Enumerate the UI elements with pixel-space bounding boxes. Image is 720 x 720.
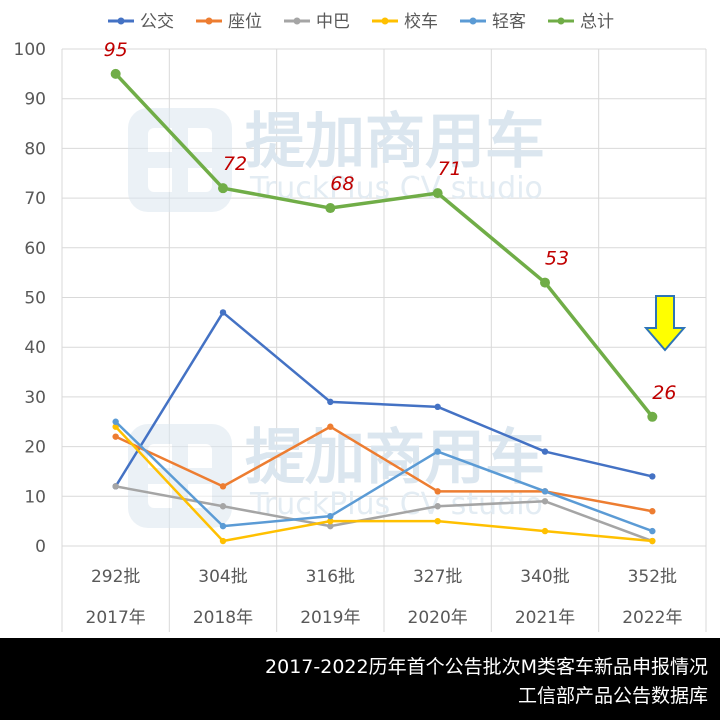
data-label: 53 <box>545 248 569 270</box>
legend-marker <box>293 17 301 25</box>
data-point <box>649 527 656 535</box>
down-arrow-icon <box>643 295 687 352</box>
y-tick-label: 50 <box>24 289 46 309</box>
x-tick-label: 340批 <box>520 567 569 587</box>
data-point <box>327 512 334 520</box>
data-point <box>327 522 334 530</box>
y-tick-label: 60 <box>24 239 46 259</box>
line-chart: 提加商用车 TruckPlus CV studio 提加商用车 TruckPlu… <box>14 12 707 632</box>
data-point <box>219 503 227 510</box>
data-point <box>112 433 119 440</box>
x-tick-label: 352批 <box>628 567 677 587</box>
x-tick-year-label: 2019年 <box>300 608 360 628</box>
x-tick-label: 304批 <box>198 567 247 587</box>
data-point <box>327 423 334 430</box>
data-point <box>649 537 656 545</box>
y-tick-label: 30 <box>24 388 46 408</box>
y-tick-label: 0 <box>35 537 46 557</box>
y-tick-label: 80 <box>24 139 46 159</box>
legend-label: 总计 <box>580 12 614 32</box>
legend: 公交 座位 中巴 校车 轻客 总计 <box>108 12 614 32</box>
data-point <box>110 68 121 79</box>
data-point <box>325 203 336 214</box>
data-point <box>649 508 656 515</box>
data-point <box>218 183 228 194</box>
data-labels: 95 72 68 71 53 26 <box>104 39 677 404</box>
watermark-cn-text: 提加商用车 <box>245 107 545 177</box>
x-tick-year-label: 2018年 <box>193 608 253 628</box>
caption-source: 工信部产品公告数据库 <box>517 685 708 707</box>
data-point <box>112 423 119 430</box>
legend-label: 公交 <box>140 12 174 32</box>
y-tick-label: 10 <box>24 487 46 507</box>
legend-marker <box>205 17 213 25</box>
series-line <box>114 72 654 418</box>
series-line <box>114 420 653 533</box>
data-point <box>541 448 549 455</box>
data-point <box>434 503 441 510</box>
legend-label: 座位 <box>228 12 262 32</box>
x-tick-label: 327批 <box>413 567 462 587</box>
data-point <box>434 488 441 495</box>
watermark-cn-text: 提加商用车 <box>245 423 545 493</box>
data-point <box>432 188 443 199</box>
series-line <box>114 425 653 543</box>
axes: 0 10 20 30 40 50 60 70 80 90 100 292批 2017年 304批 2018年… <box>14 40 683 628</box>
y-tick-label: 100 <box>14 40 46 60</box>
y-tick-label: 70 <box>24 189 46 209</box>
data-point <box>112 418 119 425</box>
data-point <box>647 411 658 422</box>
watermark-logo-icon <box>128 108 232 212</box>
x-tick-year-label: 2020年 <box>408 608 468 628</box>
legend-marker <box>117 17 125 25</box>
data-label: 68 <box>330 173 354 195</box>
x-tick-label: 316批 <box>306 567 355 587</box>
data-point <box>434 448 441 455</box>
series-lines <box>110 68 658 545</box>
x-tick-year-label: 2017年 <box>86 608 146 628</box>
legend-marker <box>381 17 389 25</box>
data-point <box>434 403 441 411</box>
series-line <box>115 425 653 513</box>
x-tick-label: 292批 <box>91 567 140 587</box>
data-point <box>219 483 227 490</box>
caption-bar: 2017-2022历年首个公告批次M类客车新品申报情况 工信部产品公告数据库 <box>0 638 720 720</box>
data-point <box>219 309 227 316</box>
data-point <box>541 498 549 505</box>
data-label: 71 <box>438 158 462 180</box>
data-point <box>541 488 549 495</box>
y-tick-label: 90 <box>24 90 46 110</box>
data-label: 26 <box>652 382 676 404</box>
legend-label: 中巴 <box>316 12 350 32</box>
watermark: 提加商用车 TruckPlus CV studio 提加商用车 TruckPlu… <box>128 107 545 528</box>
data-point <box>327 398 334 406</box>
data-label: 72 <box>223 153 247 175</box>
legend-label: 校车 <box>404 12 438 32</box>
series-line <box>114 311 653 488</box>
data-point <box>219 522 227 530</box>
data-point <box>219 537 227 545</box>
data-point <box>541 527 549 535</box>
data-label: 95 <box>104 39 128 61</box>
data-point <box>434 517 441 525</box>
caption-title: 2017-2022历年首个公告批次M类客车新品申报情况 <box>265 656 708 678</box>
gridlines <box>61 48 707 632</box>
x-tick-year-label: 2021年 <box>515 608 575 628</box>
y-tick-label: 20 <box>24 438 46 458</box>
legend-marker <box>469 17 477 25</box>
series-line <box>115 485 653 543</box>
data-point <box>112 483 119 490</box>
legend-label: 轻客 <box>492 12 526 32</box>
data-point <box>649 473 656 480</box>
x-tick-year-label: 2022年 <box>622 608 682 628</box>
legend-marker <box>557 17 565 25</box>
y-tick-label: 40 <box>24 338 46 358</box>
data-point <box>327 517 334 525</box>
data-point <box>540 277 550 288</box>
